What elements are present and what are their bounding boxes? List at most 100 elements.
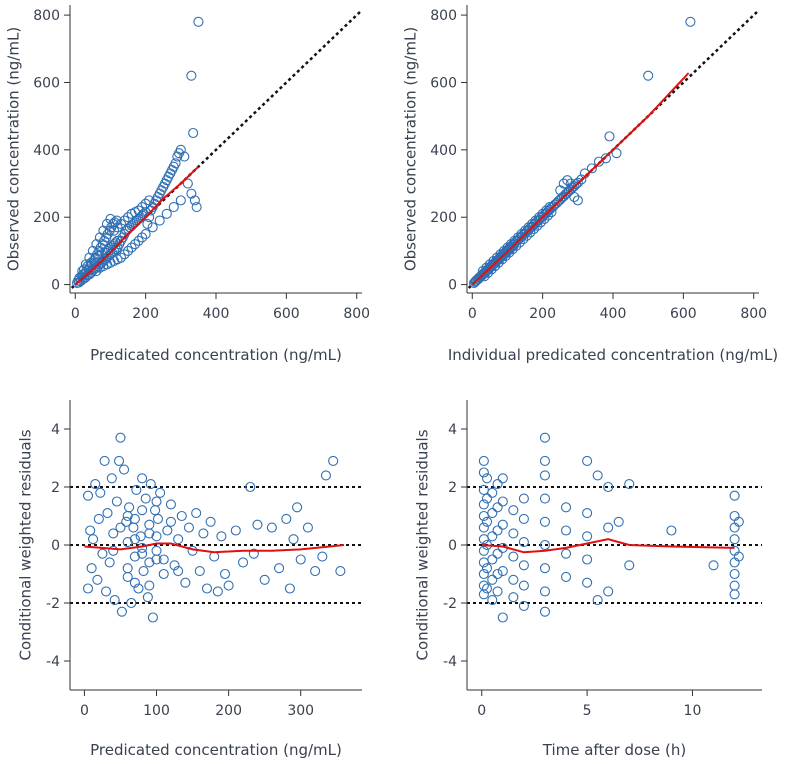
data-point [492, 586, 503, 597]
data-point [85, 525, 96, 536]
data-point [183, 522, 195, 533]
y-tick-label: 4 [448, 422, 457, 438]
data-point [478, 499, 489, 510]
trend-line [84, 542, 345, 554]
data-point [100, 586, 112, 597]
data-point [161, 208, 172, 219]
data-point [140, 229, 151, 240]
data-point [126, 597, 137, 609]
data-point [487, 595, 498, 606]
data-point [560, 525, 572, 536]
data-point [565, 178, 576, 189]
data-point [733, 516, 744, 527]
data-point [481, 516, 493, 527]
data-point [173, 534, 184, 545]
data-point [115, 252, 127, 263]
y-tick-label: 0 [51, 538, 60, 554]
data-point [508, 528, 519, 539]
y-tick-label: -4 [46, 654, 60, 670]
data-point [478, 589, 489, 600]
x-tick-label: 200 [132, 306, 159, 322]
data-point [487, 508, 498, 519]
data-point [643, 70, 654, 81]
data-point [492, 548, 503, 559]
data-point [292, 502, 303, 513]
data-point [508, 505, 519, 516]
y-tick-label: 800 [33, 8, 60, 24]
data-point [729, 568, 740, 580]
data-point [582, 577, 593, 588]
x-tick-label: 0 [477, 703, 486, 719]
data-point [478, 568, 489, 580]
trend-line [74, 165, 200, 286]
data-point [237, 557, 249, 568]
data-point [144, 580, 155, 591]
data-point [77, 266, 88, 277]
data-point [201, 583, 213, 594]
data-point [603, 481, 614, 493]
data-point [518, 234, 529, 245]
data-point [151, 545, 162, 556]
data-point [209, 551, 220, 562]
y-axis-title: Observed concentration (ng/mL) [402, 27, 420, 271]
x-tick-label: 0 [80, 703, 89, 719]
data-point [508, 574, 519, 585]
y-tick-label: 0 [448, 278, 457, 294]
y-tick-label: 2 [51, 480, 60, 496]
data-point [302, 522, 313, 533]
data-point [274, 563, 285, 574]
x-axis-title: Predicated concentration (ng/mL) [90, 741, 342, 759]
data-point [147, 222, 158, 233]
data-point [508, 592, 519, 603]
data-point [122, 245, 134, 256]
panel-cwres-vs-time: 0 5 10 -4 -2 0 2 4 Time after dose (h) Conditiona… [414, 400, 762, 759]
data-point [108, 545, 119, 556]
data-point [137, 505, 148, 516]
y-tick-label: -2 [46, 596, 60, 612]
data-point [138, 566, 149, 577]
data-point [266, 522, 277, 533]
data-point [603, 522, 614, 533]
data-point [518, 537, 529, 548]
x-tick-label: 300 [287, 703, 314, 719]
data-point [162, 525, 173, 536]
x-tick-label: 400 [203, 306, 230, 322]
data-point [708, 560, 719, 571]
data-point [613, 516, 624, 527]
data-point [182, 178, 193, 189]
data-point [478, 484, 489, 495]
data-point [86, 257, 97, 268]
data-point [518, 560, 529, 571]
data-point [478, 455, 489, 466]
data-point [493, 257, 504, 268]
x-tick-label: 0 [71, 306, 80, 322]
y-tick-label: 400 [430, 143, 457, 159]
data-point [281, 513, 292, 524]
y-tick-label: 0 [448, 538, 457, 554]
data-point [97, 548, 108, 559]
data-point [99, 455, 110, 466]
data-point [230, 525, 241, 536]
x-axis-title: Individual predicated concentration (ng/… [448, 346, 778, 364]
y-tick-label: 800 [430, 8, 457, 24]
y-tick-label: 4 [51, 422, 60, 438]
data-point [518, 513, 529, 524]
data-point [481, 473, 493, 484]
data-point [191, 508, 202, 519]
data-point [88, 534, 99, 545]
panel-cwres-vs-pred: 0 100 200 300 -4 -2 0 2 4 Predicated concentratio… [17, 400, 362, 759]
data-point [603, 586, 614, 597]
data-point [320, 470, 332, 481]
data-point [151, 531, 162, 542]
data-point [165, 499, 176, 510]
data-point [478, 522, 489, 533]
data-point [558, 191, 569, 202]
data-point [152, 513, 164, 524]
x-tick-label: 400 [600, 306, 627, 322]
data-point [144, 528, 155, 539]
data-point [259, 574, 270, 585]
data-point [193, 16, 204, 27]
data-point [122, 537, 133, 548]
trend-line [471, 72, 690, 286]
data-point [539, 539, 551, 551]
